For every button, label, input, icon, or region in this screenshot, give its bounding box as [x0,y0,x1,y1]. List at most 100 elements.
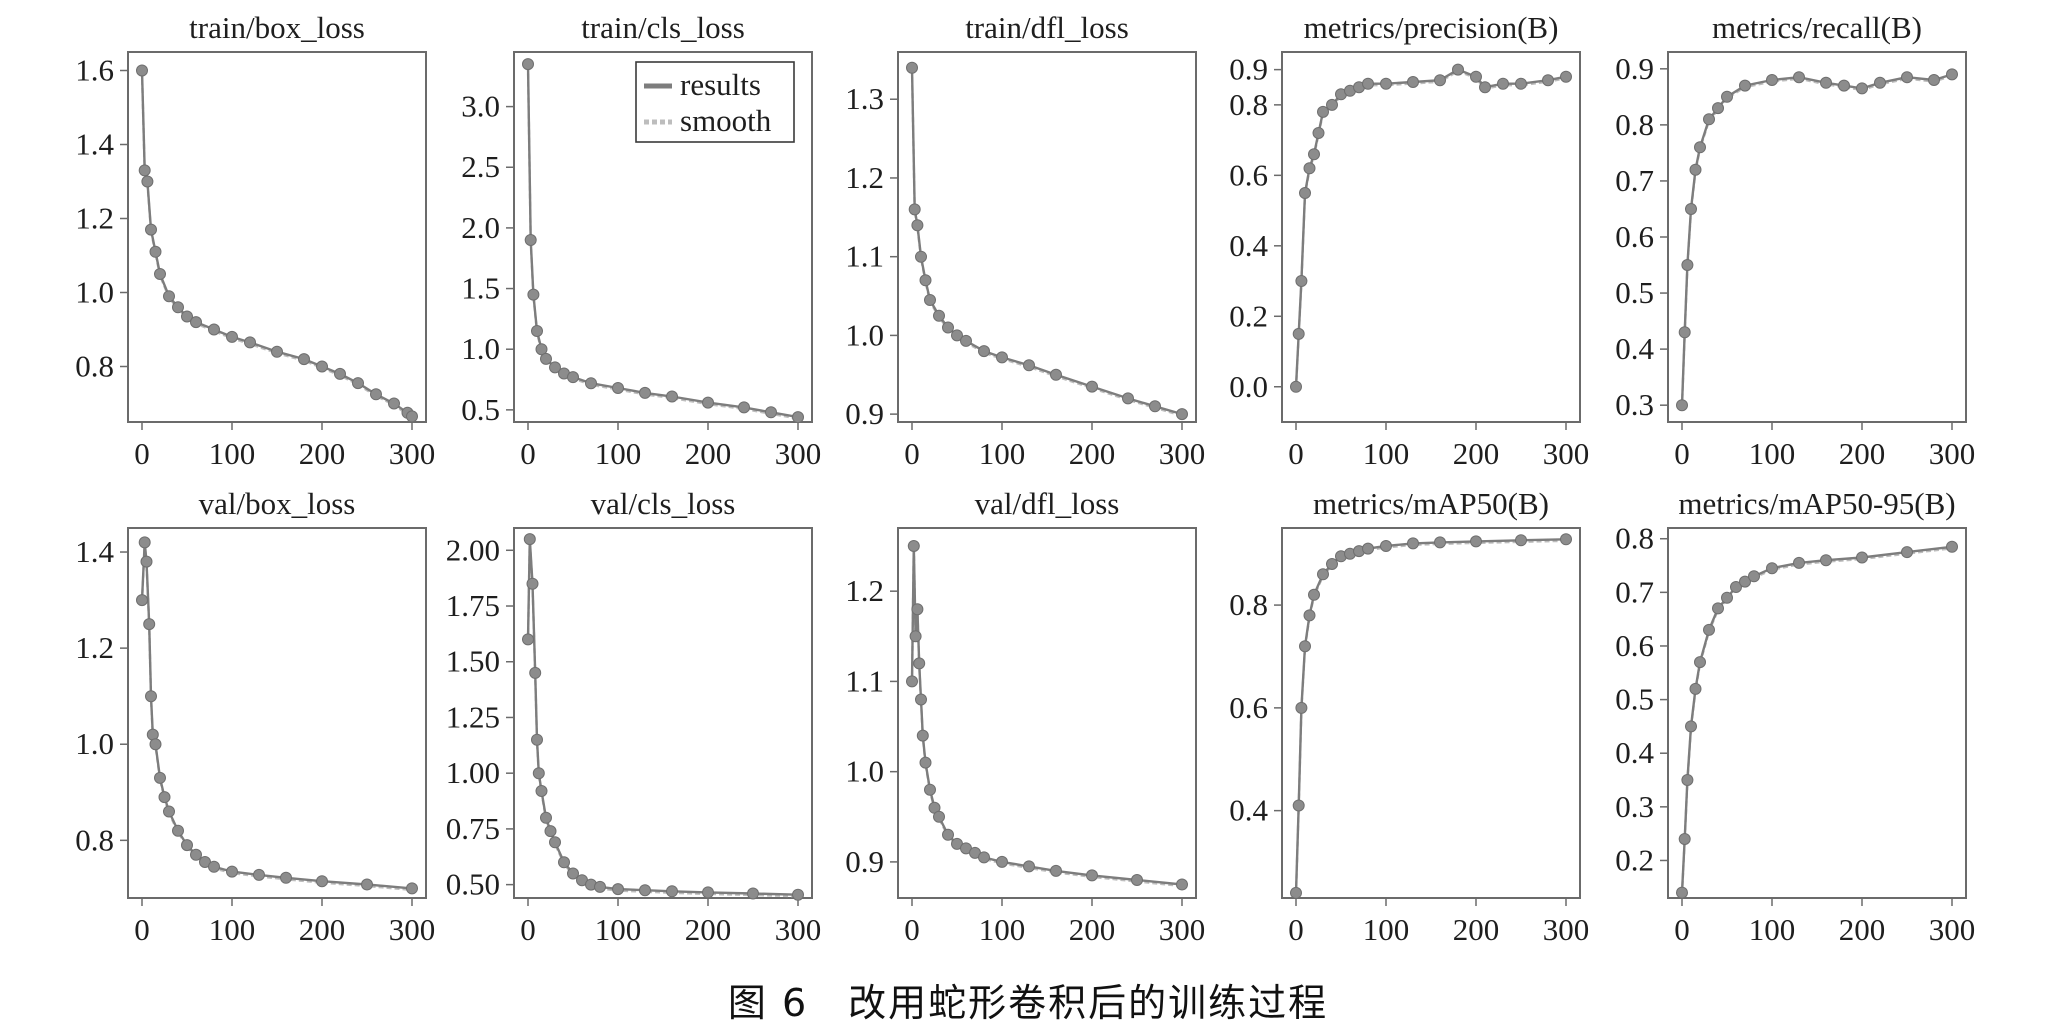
data-point [244,336,256,349]
results-series-line [140,70,413,418]
data-point [143,618,156,631]
chart-title: metrics/recall(B) [1712,10,1922,45]
chart-panel-7: val/cls_loss 0 100 200 300 0.50 0.75 1.00 1.25 1.… [446,486,822,947]
data-point [149,738,162,751]
data-point [1676,886,1688,899]
chart-title: train/box_loss [189,10,365,45]
data-point [145,690,157,703]
data-point [190,316,202,329]
data-point [535,785,548,797]
data-point [1479,81,1491,94]
data-point [1748,570,1760,583]
data-point [612,382,624,394]
data-point [1515,77,1527,90]
data-point [567,371,579,384]
smooth-series-line [1680,74,1953,407]
y-tick-label: 0.6 [1229,157,1268,192]
chart-title: metrics/mAP50-95(B) [1678,486,1955,521]
data-point [1380,540,1392,552]
data-point [1317,105,1329,118]
data-point [1326,558,1338,570]
data-point [1874,76,1886,89]
data-point [316,875,328,888]
chart-panel-10: metrics/mAP50-95(B) 0 100 200 300 0.2 0.3 0.4 0.… [1615,486,1975,947]
x-tick-label: 300 [1929,912,1976,947]
chart-panel-2: train/cls_loss 0 100 200 300 0.5 1.0 1.5 2.0 2.5 3… [461,10,821,471]
data-point [909,630,922,643]
y-tick-label: 0.7 [1615,574,1654,609]
x-tick-label: 100 [979,436,1026,471]
data-point [916,729,929,742]
data-point [535,343,548,356]
data-point [1856,82,1868,95]
data-point [996,855,1008,868]
data-point [1712,102,1724,115]
data-point [298,353,310,366]
data-point [524,234,537,246]
y-tick-label: 3.0 [461,89,500,124]
chart-panel-6: val/box_loss 0 100 200 300 0.8 1.0 1.2 1.4 [75,486,435,947]
x-tick-label: 300 [389,436,436,471]
data-point [960,334,972,347]
y-tick-label: 1.2 [75,630,114,665]
y-tick-label: 0.9 [1229,52,1268,87]
plot-frame [1281,527,1581,899]
data-point [1362,542,1374,555]
y-tick-label: 0.5 [1615,275,1654,310]
data-point [906,61,918,74]
y-tick-label: 0.8 [75,349,114,384]
chart-panel-9: metrics/mAP50(B) 0 100 200 300 0.4 0.6 0.8 [1229,486,1589,947]
y-tick-label: 0.6 [1615,628,1654,663]
data-point [163,805,175,818]
data-point [1820,554,1832,567]
y-tick-label: 0.9 [1615,51,1654,86]
y-tick-label: 1.0 [461,331,500,366]
y-tick-label: 1.4 [75,127,114,162]
x-tick-label: 200 [299,912,346,947]
x-tick-label: 100 [595,436,642,471]
y-tick-label: 1.1 [845,663,884,698]
results-series-line [526,539,799,896]
data-point [913,657,926,670]
data-point [1023,359,1035,372]
data-point [208,323,220,336]
x-tick-label: 0 [520,912,536,947]
y-tick-label: 0.8 [1615,107,1654,142]
data-point [1689,682,1702,695]
data-point [702,886,714,899]
data-point [908,203,921,216]
results-series-line [910,67,1183,416]
data-point [792,411,804,424]
data-point [942,828,954,841]
data-point [138,164,151,177]
data-point [1299,187,1311,199]
data-point [1678,326,1691,339]
data-point [1407,76,1419,88]
y-tick-label: 0.75 [446,811,500,846]
data-point [1542,74,1554,87]
data-point [639,386,651,399]
results-series-line [1680,545,1953,893]
x-tick-label: 300 [1543,912,1590,947]
data-point [1470,70,1482,83]
data-point [1023,860,1035,873]
chart-title: metrics/precision(B) [1304,10,1559,45]
x-tick-label: 0 [1288,912,1304,947]
y-tick-label: 0.5 [1615,682,1654,717]
legend-box [635,61,795,143]
y-tick-label: 0.5 [461,392,500,427]
x-tick-label: 300 [389,912,436,947]
chart-title: val/cls_loss [591,486,736,521]
data-point [1793,556,1805,569]
data-point [738,401,750,414]
data-point [1838,79,1850,92]
x-tick-label: 100 [1749,436,1796,471]
data-point [388,397,400,410]
data-point [316,360,328,373]
smooth-series-line [1294,539,1567,895]
data-point [1434,536,1446,549]
data-point [280,871,292,884]
y-tick-label: 1.5 [461,271,500,306]
y-tick-label: 0.4 [1229,228,1268,263]
